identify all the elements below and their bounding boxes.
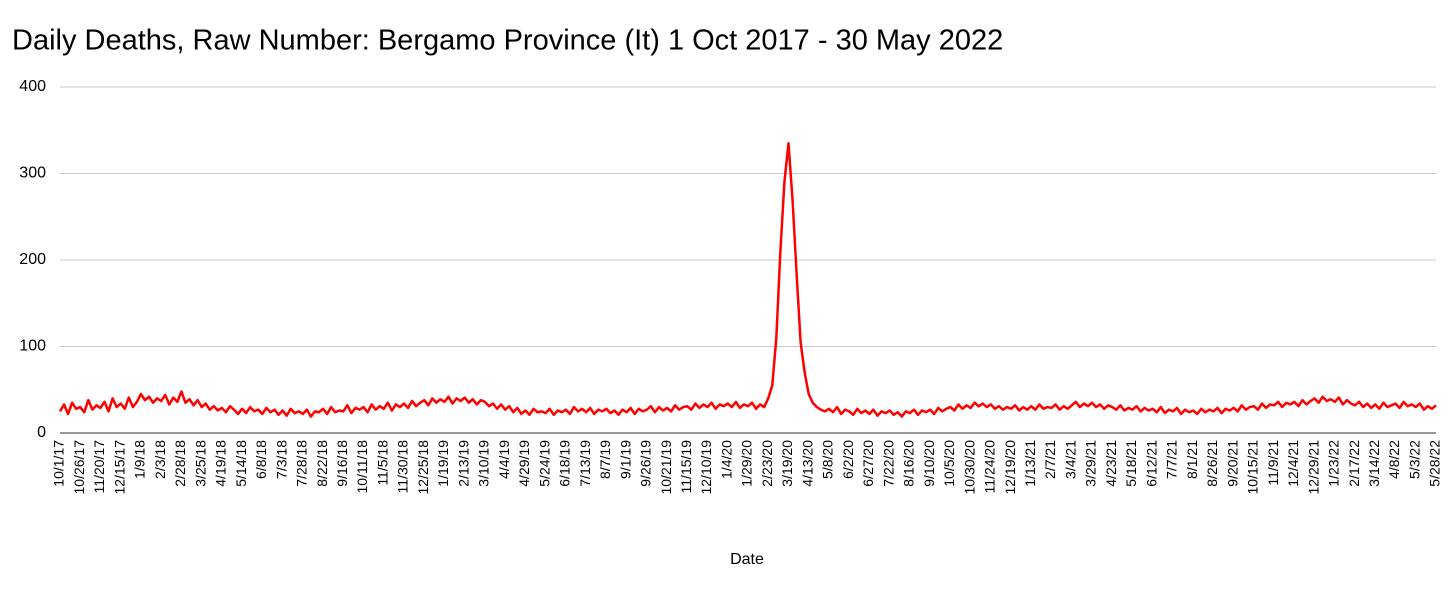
x-axis-label: Date <box>730 551 764 568</box>
x-tick-label: 2/13/19 <box>455 440 471 487</box>
x-tick-label: 5/28/22 <box>1427 440 1443 487</box>
x-tick-label: 2/7/21 <box>1042 440 1058 479</box>
x-tick-label: 12/19/20 <box>1002 440 1018 495</box>
x-tick-label: 12/4/21 <box>1285 440 1301 487</box>
x-tick-label: 1/23/22 <box>1326 440 1342 487</box>
x-tick-label: 10/5/20 <box>941 440 957 487</box>
x-tick-label: 3/10/19 <box>476 440 492 487</box>
x-tick-label: 11/15/19 <box>678 440 694 494</box>
x-tick-label: 9/1/19 <box>617 440 633 479</box>
x-tick-label: 6/18/19 <box>557 440 573 487</box>
x-tick-label: 8/26/21 <box>1204 440 1220 487</box>
x-tick-label: 7/13/19 <box>577 440 593 487</box>
x-tick-label: 4/4/19 <box>496 440 512 479</box>
x-tick-label: 10/30/20 <box>961 440 977 495</box>
x-tick-label: 6/12/21 <box>1143 440 1159 487</box>
x-tick-label: 11/20/17 <box>91 440 107 494</box>
x-tick-label: 4/29/19 <box>516 440 532 487</box>
y-tick-label: 0 <box>37 424 46 441</box>
x-tick-label: 10/21/19 <box>658 440 674 495</box>
x-tick-label: 5/18/21 <box>1123 440 1139 487</box>
y-tick-label: 300 <box>19 165 46 182</box>
x-tick-label: 3/25/18 <box>192 440 208 487</box>
x-tick-label: 5/3/22 <box>1406 440 1422 479</box>
x-tick-label: 9/20/21 <box>1224 440 1240 487</box>
x-tick-label: 2/28/18 <box>172 440 188 487</box>
x-tick-label: 10/26/17 <box>71 440 87 495</box>
x-tick-label: 1/19/19 <box>435 440 451 487</box>
x-tick-label: 4/23/21 <box>1103 440 1119 487</box>
x-tick-label: 2/23/20 <box>759 440 775 487</box>
x-tick-label: 6/2/20 <box>840 440 856 479</box>
x-tick-label: 7/22/20 <box>880 440 896 487</box>
x-tick-label: 12/25/18 <box>415 440 431 495</box>
chart-title: Daily Deaths, Raw Number: Bergamo Provin… <box>12 25 1003 57</box>
x-tick-label: 4/13/20 <box>799 440 815 487</box>
x-tick-label: 12/10/19 <box>698 440 714 495</box>
x-tick-label: 2/17/22 <box>1346 440 1362 487</box>
x-tick-label: 11/9/21 <box>1265 440 1281 486</box>
x-tick-label: 1/4/20 <box>718 440 734 479</box>
x-tick-label: 9/26/19 <box>638 440 654 487</box>
data-line <box>58 141 1437 418</box>
x-tick-label: 11/30/18 <box>395 440 411 494</box>
x-tick-label: 5/24/19 <box>536 440 552 487</box>
x-tick-label: 3/14/22 <box>1366 440 1382 487</box>
y-tick-label: 400 <box>19 78 46 95</box>
x-tick-label: 8/7/19 <box>597 440 613 479</box>
x-tick-label: 9/10/20 <box>921 440 937 487</box>
x-tick-label: 10/11/18 <box>354 440 370 494</box>
x-tick-label: 1/29/20 <box>739 440 755 487</box>
x-tick-label: 6/27/20 <box>860 440 876 487</box>
x-tick-label: 5/14/18 <box>233 440 249 487</box>
y-tick-label: 100 <box>19 338 46 355</box>
x-tick-label: 7/28/18 <box>294 440 310 487</box>
x-tick-label: 3/19/20 <box>779 440 795 487</box>
x-tick-label: 2/3/18 <box>152 440 168 479</box>
x-tick-label: 12/15/17 <box>111 440 127 495</box>
x-tick-label: 4/19/18 <box>213 440 229 487</box>
x-tick-label: 1/9/18 <box>132 440 148 479</box>
x-tick-label: 8/16/20 <box>901 440 917 487</box>
x-tick-label: 10/1/17 <box>51 440 67 487</box>
x-tick-label: 6/8/18 <box>253 440 269 479</box>
x-tick-label: 5/8/20 <box>820 440 836 479</box>
x-tick-label: 3/4/21 <box>1062 440 1078 479</box>
x-tick-label: 11/24/20 <box>982 440 998 494</box>
x-tick-label: 4/8/22 <box>1386 440 1402 479</box>
x-tick-label: 10/15/21 <box>1245 440 1261 495</box>
x-tick-label: 1/13/21 <box>1022 440 1038 487</box>
x-tick-label: 12/29/21 <box>1305 440 1321 495</box>
x-tick-label: 9/16/18 <box>334 440 350 487</box>
y-tick-label: 200 <box>19 251 46 268</box>
x-tick-label: 7/7/21 <box>1164 440 1180 479</box>
x-tick-label: 11/5/18 <box>374 440 390 486</box>
x-tick-label: 3/29/21 <box>1083 440 1099 487</box>
x-tick-label: 8/1/21 <box>1184 440 1200 479</box>
x-tick-label: 8/22/18 <box>314 440 330 487</box>
x-tick-label: 7/3/18 <box>273 440 289 479</box>
